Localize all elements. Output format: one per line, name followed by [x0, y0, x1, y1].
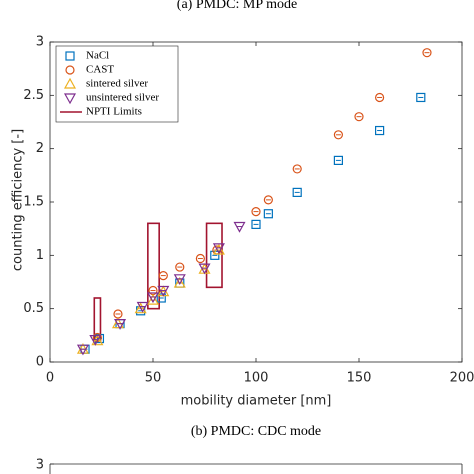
y-tick-label: 3	[36, 458, 44, 473]
legend-box	[55, 45, 179, 123]
marker	[375, 125, 385, 136]
marker	[292, 164, 302, 174]
y-axis-label: counting efficiency [-]	[11, 129, 26, 271]
marker	[251, 207, 261, 217]
marker	[158, 271, 168, 281]
legend-label: NPTI Limits	[86, 106, 142, 118]
marker	[292, 187, 302, 197]
y-tick-label: 3	[36, 35, 44, 50]
marker	[333, 155, 343, 165]
marker	[195, 253, 205, 264]
legend-marker	[63, 93, 77, 105]
legend-marker	[65, 65, 75, 75]
x-tick-label: 50	[145, 371, 162, 386]
marker	[375, 92, 385, 103]
x-tick-label: 100	[244, 371, 269, 386]
legend-marker	[65, 51, 75, 61]
legend-marker	[63, 77, 77, 89]
chart-title: (a) PMDC: MP mode	[177, 0, 297, 12]
y-tick-label: 0.5	[23, 301, 44, 316]
y-tick-label: 0	[36, 355, 44, 370]
marker	[354, 112, 364, 122]
y-tick-label: 1	[36, 248, 44, 263]
y-tick-label: 2	[36, 141, 44, 156]
y-tick-label: 1.5	[23, 195, 44, 210]
y-tick-label: 2.5	[23, 88, 44, 103]
x-tick-label: 0	[46, 371, 54, 386]
marker	[175, 262, 185, 272]
marker	[156, 293, 166, 303]
panel-caption: (b) PMDC: CDC mode	[191, 424, 321, 439]
legend-label: CAST	[86, 64, 114, 76]
x-axis-label: mobility diameter [nm]	[181, 394, 332, 409]
x-tick-label: 200	[450, 371, 474, 386]
marker	[416, 92, 426, 103]
legend-label: sintered silver	[86, 78, 148, 90]
marker	[251, 219, 261, 229]
marker	[263, 195, 273, 205]
marker	[333, 130, 343, 140]
marker	[422, 48, 432, 58]
limit-box	[205, 222, 223, 289]
legend-label: unsintered silver	[86, 92, 159, 104]
x-tick-label: 150	[347, 371, 372, 386]
legend-label: NaCl	[86, 50, 109, 62]
limit-box	[147, 222, 160, 310]
marker	[263, 209, 273, 219]
